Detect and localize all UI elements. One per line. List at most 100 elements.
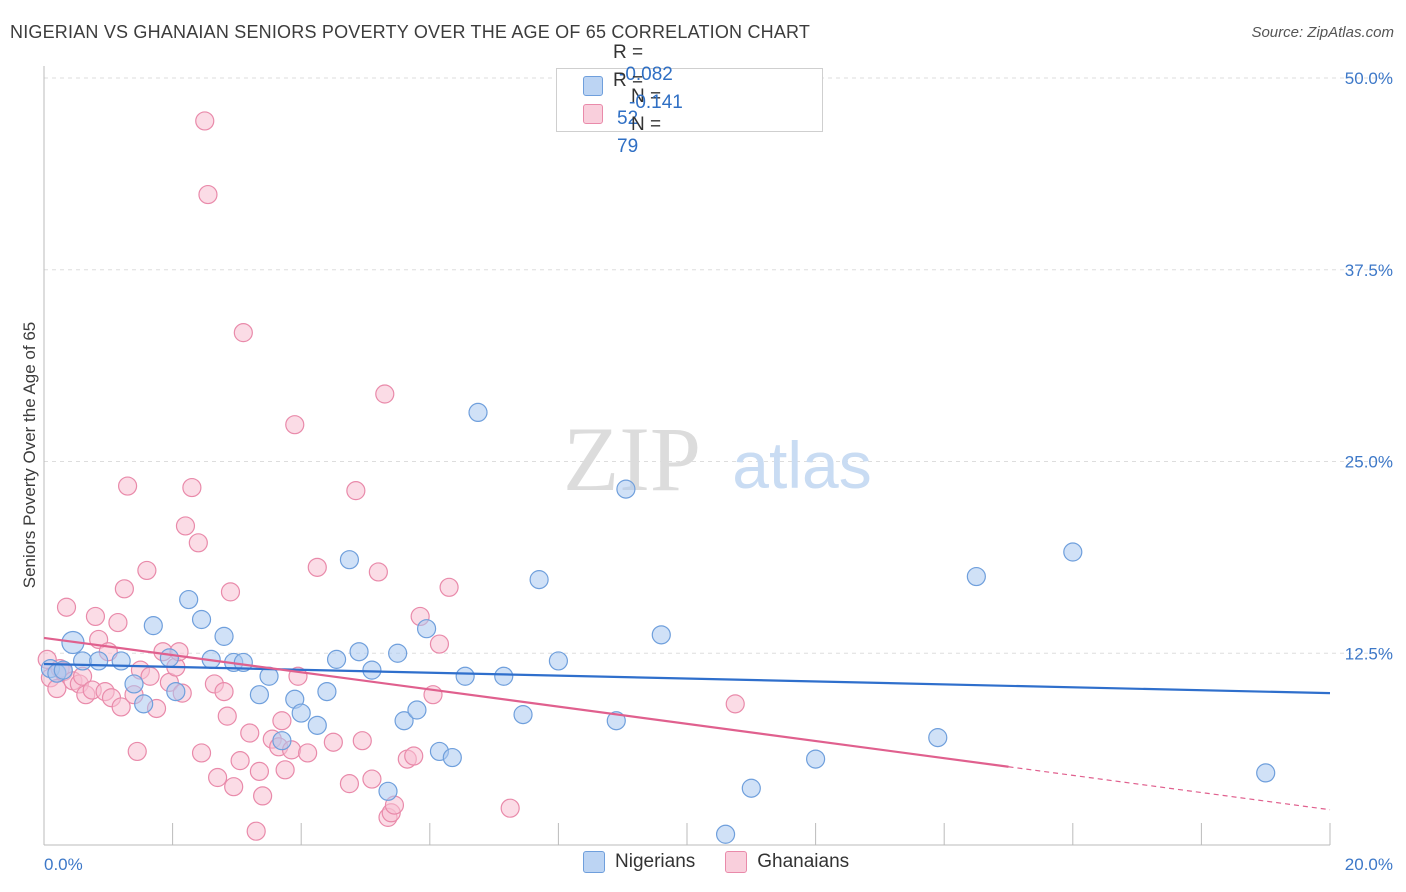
y-tick-label: 25.0% <box>1345 453 1393 472</box>
ghanaians-point <box>182 477 202 498</box>
nigerians-point <box>191 609 212 630</box>
ghanaians-point <box>272 711 292 731</box>
series-legend: Nigerians Ghanaians <box>583 851 879 873</box>
ghanaians-point <box>191 743 212 763</box>
ghanaians-point <box>339 774 360 794</box>
ghanaians-point <box>362 769 382 789</box>
nigerians-point <box>378 781 398 801</box>
ghanaians-point <box>275 760 295 780</box>
ghanaians-point <box>175 516 196 536</box>
ghanaians-point <box>368 562 388 582</box>
ghanaians-point <box>188 533 208 553</box>
ghanaians-point <box>439 577 459 597</box>
nigerians-swatch-icon <box>583 851 605 873</box>
ghanaians-point <box>233 323 253 343</box>
y-tick-label: 37.5% <box>1345 261 1393 280</box>
ghanaians-point <box>214 681 234 702</box>
nigerians-point <box>442 747 462 768</box>
ghanaians-point <box>198 184 218 205</box>
nigerians-point <box>166 681 186 702</box>
ghanaians-point <box>429 634 450 654</box>
trend-lines <box>43 636 1331 811</box>
watermark: ZIP atlas <box>563 408 872 510</box>
ghanaians-trend-extension <box>1008 766 1331 811</box>
r-value: -0.082 <box>619 64 673 85</box>
nigerians-point <box>179 589 199 610</box>
ghanaians-point <box>500 798 520 818</box>
ghanaians-point <box>140 666 160 686</box>
ghanaians-point <box>224 777 244 797</box>
nigerians-point <box>89 651 109 671</box>
nigerians-point <box>134 694 154 714</box>
nigerians-point <box>494 666 514 686</box>
ghanaians-swatch-icon <box>583 104 603 124</box>
ghanaians-point <box>117 476 138 496</box>
nigerians-point <box>407 700 427 720</box>
nigerians-point <box>339 550 360 570</box>
ghanaians-point <box>137 560 157 581</box>
nigerians-point <box>349 642 369 662</box>
nigerians-swatch-icon <box>583 76 603 96</box>
ghanaians-point <box>404 746 424 766</box>
watermark-atlas: atlas <box>732 428 871 502</box>
axis-layer <box>43 66 1331 846</box>
ghanaians-point <box>85 606 106 627</box>
nigerians-point <box>1063 542 1083 562</box>
nigerians-point <box>111 651 131 671</box>
ghanaians-point <box>307 557 327 577</box>
nigerians-point <box>548 651 569 671</box>
ghanaians-point <box>346 481 366 501</box>
nigerians-point <box>159 648 179 668</box>
nigerians-point <box>124 674 144 694</box>
nigerians-point <box>606 711 626 731</box>
correlation-legend: R = -0.082 N = 52 R = -0.141 N = 79 <box>556 42 823 157</box>
legend-label-ghanaians: Ghanaians <box>757 851 850 872</box>
y-tick-label: 50.0% <box>1345 69 1393 88</box>
nigerians-point <box>741 778 761 798</box>
ghanaians-point <box>195 111 215 131</box>
n-value: 52 <box>617 108 639 129</box>
nigerians-point <box>317 681 337 702</box>
legend-label-nigerians: Nigerians <box>615 851 696 872</box>
n-label: N = <box>631 114 662 135</box>
x-tick-label: 0.0% <box>44 855 83 874</box>
ghanaians-point <box>56 597 77 617</box>
nigerians-point <box>455 666 475 686</box>
ghanaians-point <box>352 731 372 751</box>
nigerians-point <box>616 479 636 499</box>
ghanaians-trend-line <box>43 636 1009 768</box>
ghanaians-point <box>240 723 260 743</box>
legend-item-nigerians[interactable]: Nigerians <box>583 851 695 873</box>
nigerians-point <box>805 749 826 769</box>
ghanaians-point <box>127 741 147 762</box>
grid-layer <box>44 77 1392 654</box>
nigerians-point <box>468 402 488 423</box>
ghanaians-point <box>298 743 318 763</box>
nigerians-point <box>326 649 347 669</box>
nigerians-point <box>394 711 414 731</box>
r-value: -0.141 <box>629 92 683 113</box>
n-value: 79 <box>617 136 639 157</box>
source-label: Source: ZipAtlas.com <box>1251 24 1394 41</box>
nigerians-point <box>291 703 311 723</box>
ghanaians-point <box>114 579 134 599</box>
ghanaians-point <box>375 384 395 404</box>
ghanaians-point <box>208 767 228 788</box>
nigerians-point <box>272 731 292 751</box>
x-tick-label: 20.0% <box>1345 855 1393 874</box>
nigerians-point <box>249 685 270 705</box>
nigerians-point <box>966 566 986 587</box>
r-label: R = <box>613 70 644 91</box>
nigerians-point <box>1256 763 1276 783</box>
ghanaians-point <box>323 732 343 752</box>
ghanaians-point <box>253 786 273 806</box>
ghanaians-point <box>111 697 131 717</box>
n-label: N = <box>631 86 662 107</box>
legend-item-ghanaians[interactable]: Ghanaians <box>725 851 849 873</box>
chart-title: NIGERIAN VS GHANAIAN SENIORS POVERTY OVE… <box>10 22 811 42</box>
ghanaians-point <box>285 415 305 435</box>
nigerians-point <box>388 643 408 663</box>
nigerians-point <box>715 824 736 844</box>
nigerians-point <box>214 626 234 646</box>
